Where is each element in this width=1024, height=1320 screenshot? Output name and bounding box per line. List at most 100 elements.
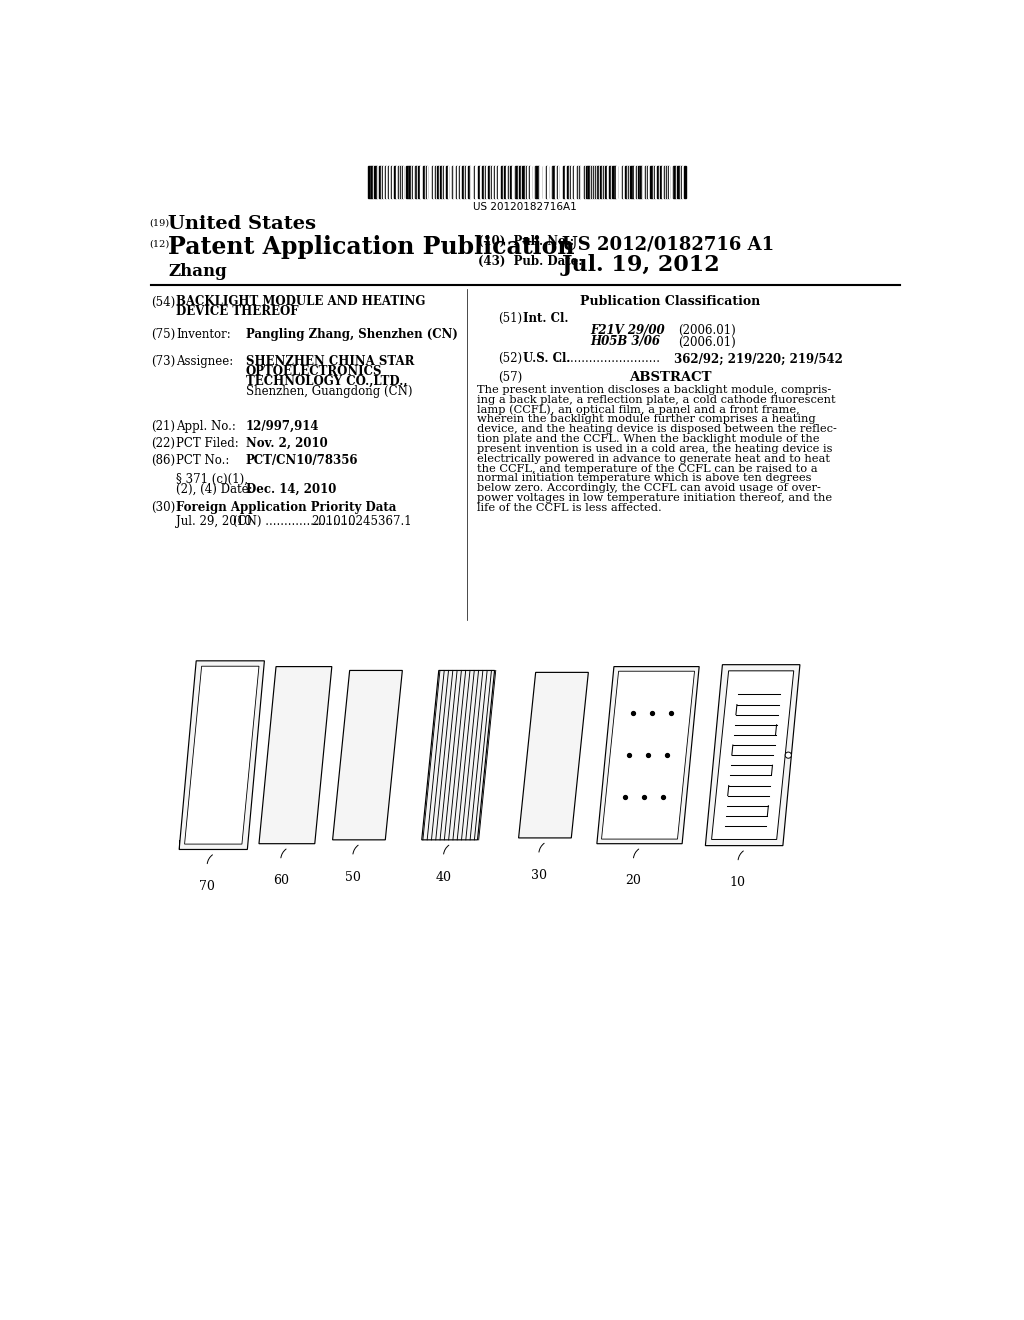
- Text: electrically powered in advance to generate heat and to heat: electrically powered in advance to gener…: [477, 454, 829, 463]
- Text: US 2012/0182716 A1: US 2012/0182716 A1: [562, 235, 774, 253]
- Text: 12/997,914: 12/997,914: [246, 420, 319, 433]
- Bar: [499, 166, 501, 198]
- Text: Patent Application Publication: Patent Application Publication: [168, 235, 574, 260]
- Text: (2006.01): (2006.01): [678, 323, 736, 337]
- Bar: [574, 166, 577, 198]
- Circle shape: [785, 752, 792, 758]
- Bar: [458, 166, 459, 198]
- Bar: [512, 166, 515, 198]
- Bar: [662, 166, 664, 198]
- Bar: [437, 166, 438, 198]
- Bar: [578, 166, 579, 198]
- Text: (2006.01): (2006.01): [678, 335, 736, 348]
- Bar: [582, 166, 584, 198]
- Text: Publication Classification: Publication Classification: [581, 296, 761, 309]
- Text: Assignee:: Assignee:: [176, 355, 233, 368]
- Text: US 20120182716A1: US 20120182716A1: [473, 202, 577, 213]
- Text: ............................: ............................: [556, 352, 660, 366]
- Bar: [534, 166, 535, 198]
- Bar: [586, 166, 588, 198]
- Bar: [550, 166, 552, 198]
- Text: (2), (4) Date:: (2), (4) Date:: [176, 483, 253, 495]
- Bar: [605, 166, 607, 198]
- Text: present invention is used in a cold area, the heating device is: present invention is used in a cold area…: [477, 444, 833, 454]
- Polygon shape: [601, 671, 694, 840]
- Bar: [444, 166, 445, 198]
- Text: BACKLIGHT MODULE AND HEATING: BACKLIGHT MODULE AND HEATING: [176, 296, 425, 309]
- Text: Inventor:: Inventor:: [176, 327, 230, 341]
- Bar: [383, 166, 385, 198]
- Bar: [558, 166, 560, 198]
- Text: Int. Cl.: Int. Cl.: [523, 313, 568, 326]
- Bar: [483, 166, 485, 198]
- Bar: [420, 166, 423, 198]
- Bar: [482, 166, 483, 198]
- Text: (21): (21): [152, 420, 175, 433]
- Text: Jul. 19, 2012: Jul. 19, 2012: [562, 253, 721, 276]
- Text: 362/92; 219/220; 219/542: 362/92; 219/220; 219/542: [675, 352, 843, 366]
- Bar: [381, 166, 382, 198]
- Bar: [584, 166, 586, 198]
- Bar: [425, 166, 426, 198]
- Text: (52): (52): [499, 352, 522, 366]
- Bar: [510, 166, 512, 198]
- Bar: [373, 166, 375, 198]
- Text: The present invention discloses a backlight module, compris-: The present invention discloses a backli…: [477, 385, 831, 395]
- Text: wherein the backlight module further comprises a heating: wherein the backlight module further com…: [477, 414, 815, 424]
- Bar: [611, 166, 612, 198]
- Bar: [638, 166, 640, 198]
- Text: U.S. Cl.: U.S. Cl.: [523, 352, 570, 366]
- Text: 50: 50: [345, 871, 360, 883]
- Text: PCT No.:: PCT No.:: [176, 454, 229, 467]
- Bar: [396, 166, 398, 198]
- Bar: [379, 166, 381, 198]
- Bar: [675, 166, 676, 198]
- Text: United States: United States: [168, 215, 316, 232]
- Bar: [607, 166, 609, 198]
- Bar: [625, 166, 627, 198]
- Bar: [569, 166, 571, 198]
- Text: F21V 29/00: F21V 29/00: [590, 323, 665, 337]
- Bar: [659, 166, 662, 198]
- Text: (75): (75): [152, 327, 175, 341]
- Text: Appl. No.:: Appl. No.:: [176, 420, 236, 433]
- Text: SHENZHEN CHINA STAR: SHENZHEN CHINA STAR: [246, 355, 414, 368]
- Text: Zhang: Zhang: [168, 263, 227, 280]
- Bar: [567, 166, 569, 198]
- Bar: [389, 166, 391, 198]
- Bar: [666, 166, 668, 198]
- Text: 30: 30: [530, 869, 547, 882]
- Bar: [411, 166, 413, 198]
- Bar: [504, 166, 506, 198]
- Bar: [624, 166, 625, 198]
- Text: OPTOELECTRONICS: OPTOELECTRONICS: [246, 364, 382, 378]
- Bar: [418, 166, 420, 198]
- Bar: [372, 166, 373, 198]
- Bar: [565, 166, 567, 198]
- Bar: [643, 166, 645, 198]
- Bar: [629, 166, 630, 198]
- Text: PCT Filed:: PCT Filed:: [176, 437, 239, 450]
- Bar: [407, 166, 409, 198]
- Bar: [571, 166, 572, 198]
- Bar: [468, 166, 470, 198]
- Text: (19): (19): [150, 218, 170, 227]
- Bar: [616, 166, 618, 198]
- Text: the CCFL, and temperature of the CCFL can be raised to a: the CCFL, and temperature of the CCFL ca…: [477, 463, 817, 474]
- Text: lamp (CCFL), an optical film, a panel and a front frame,: lamp (CCFL), an optical film, a panel an…: [477, 404, 800, 414]
- Text: § 371 (c)(1),: § 371 (c)(1),: [176, 473, 248, 486]
- Bar: [601, 166, 603, 198]
- Bar: [455, 166, 456, 198]
- Text: (CN) .........................: (CN) .........................: [233, 515, 359, 528]
- Bar: [684, 166, 686, 198]
- Bar: [427, 166, 429, 198]
- Bar: [554, 166, 555, 198]
- Bar: [488, 166, 489, 198]
- Bar: [423, 166, 425, 198]
- Bar: [449, 166, 450, 198]
- Bar: [656, 166, 658, 198]
- Bar: [462, 166, 464, 198]
- Text: (86): (86): [152, 454, 175, 467]
- Text: 20: 20: [626, 874, 641, 887]
- Text: (73): (73): [152, 355, 175, 368]
